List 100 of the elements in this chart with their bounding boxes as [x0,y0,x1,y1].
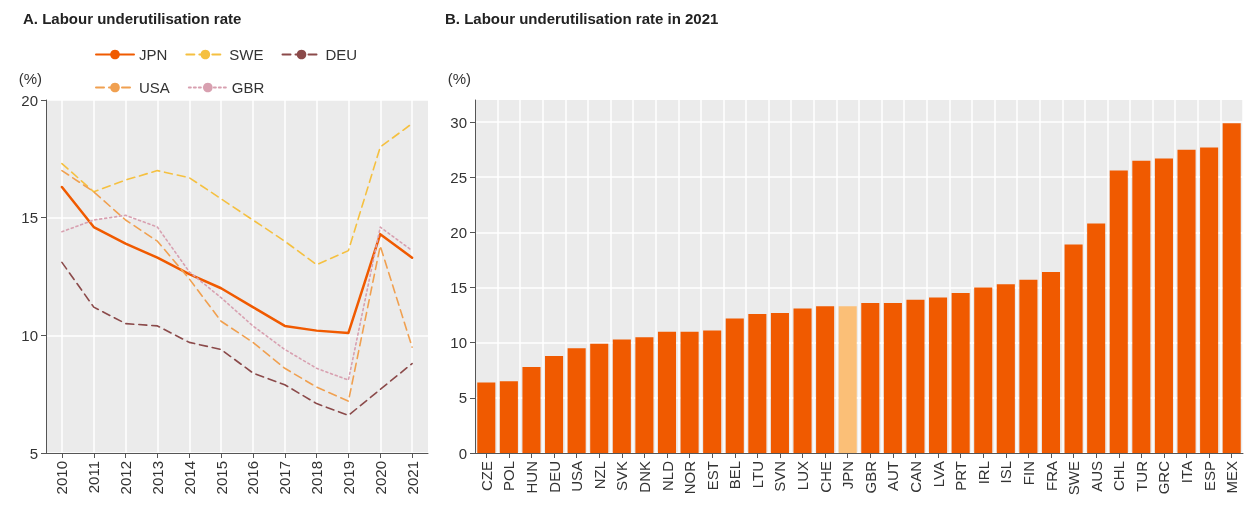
bar [680,331,699,453]
x-tick-label: SVN [771,461,789,492]
legend-label: JPN [139,46,168,63]
legend-label: GBR [231,79,265,96]
line-series [61,214,413,381]
bar [567,348,586,453]
x-tick-label: 2010 [53,461,71,495]
bar [929,297,948,453]
x-tick-label: CHL [1110,461,1128,492]
x-tick-label: 2017 [276,461,294,495]
x-tick-label: GRC [1155,460,1173,495]
x-tick-label: 2019 [339,461,357,495]
x-tick-label: 2012 [117,461,135,495]
bar [635,337,654,453]
x-tick-label: EST [703,461,721,491]
chart-title: A. Labour underutilisation rate [23,10,242,27]
legend-label: SWE [229,46,264,63]
bar [1087,223,1106,453]
x-tick-label: 2011 [85,461,103,494]
x-tick-label: NZL [590,461,608,490]
legend-label: DEU [325,46,358,63]
x-tick-label: IRL [974,461,992,485]
x-tick-label: SWE [1065,461,1083,496]
bar [816,306,835,453]
x-tick-label: DNK [635,461,653,493]
bar [657,331,677,453]
bar [1109,170,1128,453]
x-tick-label: ISL [997,461,1015,484]
x-tick-label: 2021 [403,461,421,495]
y-tick-label: 20 [450,223,467,241]
y-tick-label: 15 [21,209,38,227]
bar [1200,147,1219,453]
bar [1177,149,1196,453]
x-tick-label: 2018 [308,461,326,495]
bar [951,293,970,453]
x-tick-label: NOR [681,460,699,495]
x-tick-label: JPN [839,461,857,490]
x-tick-label: PRT [952,461,970,491]
y-tick-label: 20 [21,91,38,109]
bar [1041,272,1061,453]
x-tick-label: AUT [884,461,902,491]
y-tick-label: 25 [450,168,467,186]
y-tick-label: 30 [450,113,467,131]
x-tick-label: POL [500,461,518,492]
y-axis-title: (%) [18,70,42,87]
y-tick-label: 0 [458,444,467,462]
x-tick-label: FRA [1042,461,1060,491]
x-tick-label: 2020 [371,461,389,495]
x-tick-label: HUN [522,461,540,494]
bar [703,330,722,453]
y-tick-label: 10 [21,326,38,344]
bar [612,339,631,453]
bar [883,302,902,453]
y-tick-label: 5 [29,444,38,462]
x-tick-label: CAN [906,461,924,493]
line-series [60,185,414,335]
x-tick-label: USA [568,461,586,492]
y-tick-label: 5 [458,389,467,407]
bar [906,299,925,453]
bar [996,284,1015,453]
bar [545,355,564,453]
bar [725,318,744,453]
x-tick-label: LUX [794,461,812,491]
x-tick-label: LTU [748,461,766,489]
bar [522,366,541,453]
line-series [61,261,413,417]
legend-label: USA [139,79,170,96]
x-tick-label: CZE [477,461,495,491]
bar [499,381,518,453]
bar [590,343,609,453]
bar [1154,158,1173,453]
bar [793,308,812,453]
bar [748,314,767,453]
x-tick-label: AUS [1087,461,1105,492]
chart-title: B. Labour underutilisation rate in 2021 [445,10,719,27]
line-series [61,169,413,403]
x-tick-label: MEX [1223,461,1241,494]
x-tick-label: DEU [545,461,563,493]
y-axis-title: (%) [447,70,471,87]
x-tick-label: ITA [1178,461,1196,484]
bar [1064,244,1083,453]
line-series [61,122,413,266]
x-tick-label: 2014 [180,461,198,495]
x-tick-label: ESP [1200,461,1218,492]
x-tick-label: SVK [613,461,631,492]
bar [1132,160,1151,453]
x-tick-label: LVA [929,461,947,488]
bar [770,312,789,453]
y-tick-label: 15 [450,279,467,297]
x-tick-label: TUR [1132,460,1150,492]
bar [861,302,880,453]
x-tick-label: GBR [861,460,879,494]
x-tick-label: 2013 [148,461,166,495]
x-tick-label: CHE [816,461,834,493]
bar [974,287,993,453]
x-tick-label: BEL [726,461,744,490]
x-tick-label: FIN [1019,461,1037,486]
bar [1019,279,1038,453]
x-tick-label: 2015 [212,461,230,495]
bar [477,382,496,453]
